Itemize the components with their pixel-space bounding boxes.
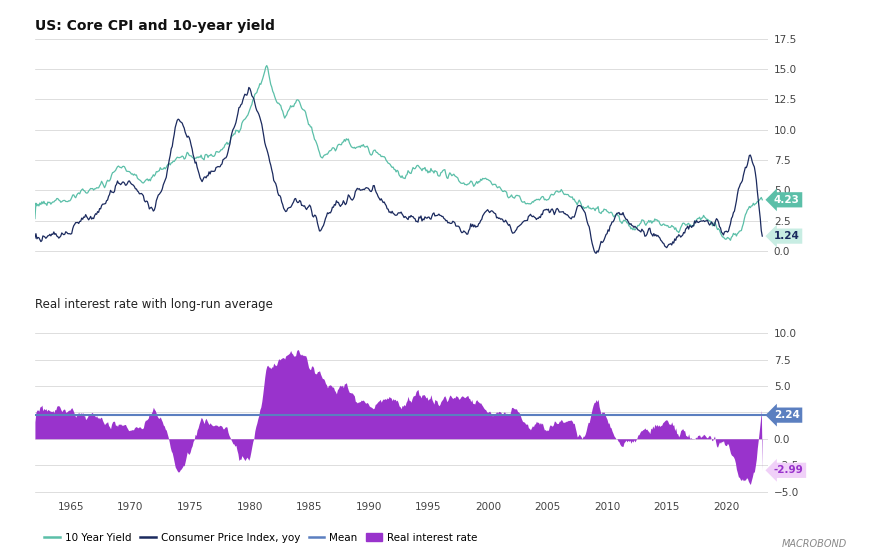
Text: 1.24: 1.24 xyxy=(773,231,800,241)
Text: MACROBOND: MACROBOND xyxy=(781,539,847,549)
Legend: 10 Year Yield, Consumer Price Index, yoy, Mean, Real interest rate: 10 Year Yield, Consumer Price Index, yoy… xyxy=(40,528,481,547)
Text: 2.24: 2.24 xyxy=(773,410,800,420)
Text: 4.23: 4.23 xyxy=(773,195,800,205)
Text: Real interest rate with long-run average: Real interest rate with long-run average xyxy=(35,298,272,311)
Text: US: Core CPI and 10-year yield: US: Core CPI and 10-year yield xyxy=(35,19,275,33)
Text: -2.99: -2.99 xyxy=(773,465,803,475)
